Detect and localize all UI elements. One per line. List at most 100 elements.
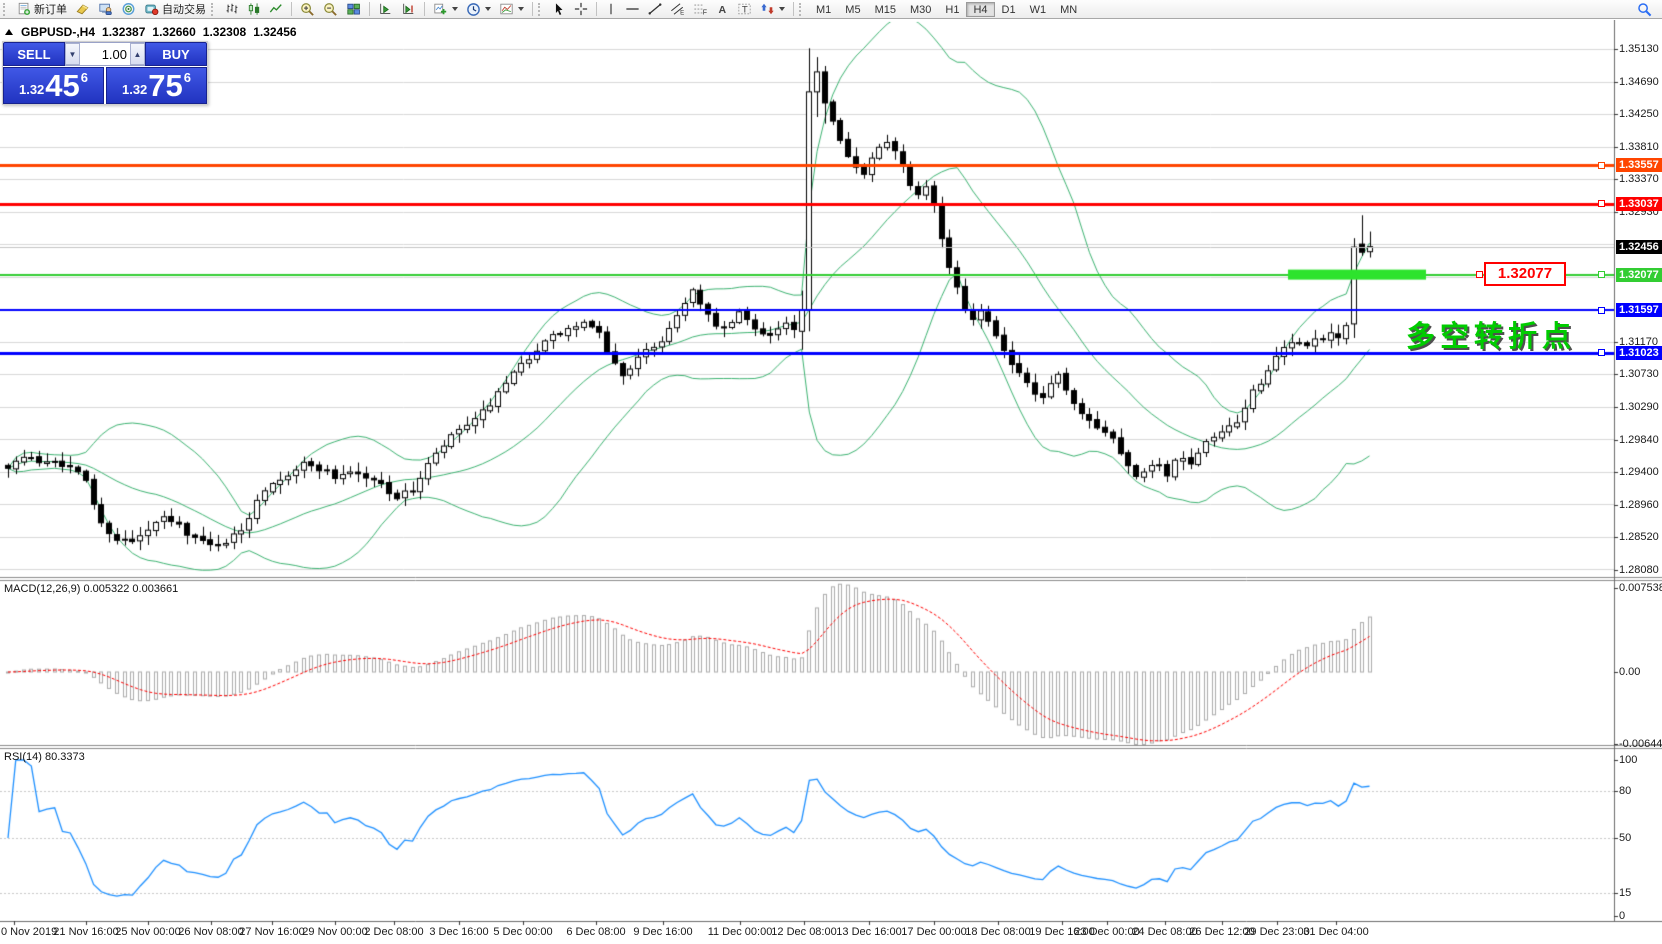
timeframe-m15-button[interactable]: M15: [868, 2, 903, 17]
timeframe-m5-button[interactable]: M5: [838, 2, 867, 17]
time-axis-label: 24 Dec 08:00: [1132, 926, 1198, 938]
price-axis-label: 1.30730: [1619, 368, 1659, 381]
timeframe-h4-button[interactable]: H4: [966, 1, 995, 17]
price-axis-label: 1.29400: [1619, 466, 1659, 479]
volume-input[interactable]: [80, 43, 130, 65]
volume-increase-button[interactable]: ▲: [130, 43, 145, 65]
price-axis-label: 1.33810: [1619, 140, 1659, 153]
search-button[interactable]: [1633, 1, 1656, 18]
text-tool-button[interactable]: A: [712, 1, 733, 18]
auto-scroll-icon: [378, 2, 393, 16]
time-axis-label: 19 Dec 16:00: [1029, 926, 1095, 938]
chart-shift-button[interactable]: [397, 1, 420, 18]
toolbar-grip[interactable]: [538, 2, 545, 16]
time-axis-label: 27 Nov 16:00: [239, 926, 305, 938]
timeframe-mn-button[interactable]: MN: [1053, 2, 1084, 17]
macd-header: MACD(12,26,9) 0.005322 0.003661: [4, 583, 179, 595]
time-axis-label: 18 Dec 08:00: [965, 926, 1031, 938]
toolbar-separator: [424, 2, 425, 16]
arrows-dropdown-caret[interactable]: [779, 7, 785, 11]
collapse-panel-icon[interactable]: [5, 29, 13, 35]
buy-price-point: 6: [183, 70, 192, 85]
timeframe-m1-button[interactable]: M1: [809, 2, 838, 17]
quote-strip: GBPUSD-,H4 1.32387 1.32660 1.32308 1.324…: [5, 25, 297, 39]
price-chart-canvas[interactable]: [0, 20, 1662, 944]
time-axis-label: 5 Dec 00:00: [493, 926, 553, 938]
price-axis-label: 1.33370: [1619, 173, 1659, 186]
label-tool-button[interactable]: T: [733, 1, 756, 18]
auto-scroll-button[interactable]: [374, 1, 397, 18]
macd-axis-label: -0.006446: [1619, 737, 1662, 750]
price-axis-label: 1.34690: [1619, 75, 1659, 88]
zoom-out-button[interactable]: [319, 1, 342, 18]
time-axis-label: 25 Nov 00:00: [115, 926, 181, 938]
timeframe-h1-button[interactable]: H1: [938, 2, 966, 17]
time-axis-label: 13 Dec 16:00: [836, 926, 902, 938]
market-watch-button[interactable]: [71, 1, 94, 18]
new-order-label: 新订单: [34, 4, 67, 16]
search-icon: [1637, 2, 1652, 17]
templates-dropdown-caret[interactable]: [518, 7, 524, 11]
templates-button[interactable]: [495, 1, 528, 18]
zoom-in-button[interactable]: [296, 1, 319, 18]
new-order-icon: [17, 2, 31, 16]
price-axis-label: 1.30290: [1619, 400, 1659, 413]
equidistant-channel-icon: E: [670, 2, 685, 16]
periods-button[interactable]: [462, 1, 495, 18]
vertical-line-tool-button[interactable]: [601, 1, 621, 18]
rsi-axis-label: 80: [1619, 785, 1632, 798]
time-axis-label: 29 Nov 00:00: [302, 926, 368, 938]
bar-chart-button[interactable]: [221, 1, 243, 18]
cursor-tool-button[interactable]: [548, 1, 570, 18]
strategy-tester-button[interactable]: [117, 1, 140, 18]
time-axis-label: 2 Dec 08:00: [364, 926, 424, 938]
new-order-button[interactable]: 新订单: [13, 1, 71, 18]
hline-endpoint-marker: [1598, 306, 1605, 314]
periods-dropdown-caret[interactable]: [485, 7, 491, 11]
crosshair-tool-button[interactable]: [570, 1, 592, 18]
time-axis-label: 23 Dec 00:00: [1074, 926, 1140, 938]
arrows-tool-button[interactable]: [756, 1, 789, 18]
line-chart-button[interactable]: [265, 1, 287, 18]
time-axis-label: 26 Nov 08:00: [178, 926, 244, 938]
hline-endpoint-marker: [1598, 349, 1605, 356]
trendline-tool-button[interactable]: [644, 1, 666, 18]
horizontal-line-tool-button[interactable]: [621, 1, 644, 18]
arrows-icon: [760, 2, 775, 16]
time-axis-label: 11 Dec 00:00: [707, 926, 773, 938]
one-click-trading-panel: SELL ▼ ▲ BUY 1.32 45 6 1.32 75 6: [2, 41, 208, 105]
toolbar-grip[interactable]: [3, 2, 10, 16]
buy-button[interactable]: BUY: [145, 42, 207, 66]
quote-close: 1.32456: [253, 25, 297, 39]
cursor-icon: [552, 2, 566, 16]
timeframe-m30-button[interactable]: M30: [903, 2, 938, 17]
hline-price-tag: 1.31597: [1616, 303, 1662, 318]
autotrading-button[interactable]: 自动交易: [140, 1, 210, 18]
crosshair-icon: [574, 2, 588, 16]
timeframe-d1-button[interactable]: D1: [995, 2, 1023, 17]
sell-button[interactable]: SELL: [3, 42, 65, 66]
toolbar-grip[interactable]: [211, 2, 218, 16]
label-tool-icon: T: [737, 2, 752, 16]
price-callout-box[interactable]: 1.32077: [1484, 262, 1566, 286]
indicators-dropdown-caret[interactable]: [452, 7, 458, 11]
candlestick-chart-icon: [247, 2, 261, 16]
time-axis-label: 21 Nov 16:00: [53, 926, 119, 938]
candlestick-chart-button[interactable]: [243, 1, 265, 18]
sell-price-tile[interactable]: 1.32 45 6: [3, 67, 104, 104]
fibonacci-tool-button[interactable]: F: [689, 1, 712, 18]
terminal-button[interactable]: [94, 1, 117, 18]
buy-price-tile[interactable]: 1.32 75 6: [106, 67, 207, 104]
volume-decrease-button[interactable]: ▼: [65, 43, 80, 65]
pivot-annotation-text[interactable]: 多空转折点: [1406, 321, 1577, 353]
equidistant-channel-tool-button[interactable]: E: [666, 1, 689, 18]
indicators-button[interactable]: [429, 1, 462, 18]
vertical-line-icon: [605, 2, 617, 16]
toolbar-grip[interactable]: [799, 2, 806, 16]
timeframe-w1-button[interactable]: W1: [1023, 2, 1054, 17]
zoom-out-icon: [323, 2, 338, 17]
tile-windows-button[interactable]: [342, 1, 365, 18]
svg-text:T: T: [742, 5, 748, 16]
symbol-period-label: GBPUSD-,H4: [21, 25, 96, 39]
sell-price-prefix: 1.32: [18, 82, 45, 97]
